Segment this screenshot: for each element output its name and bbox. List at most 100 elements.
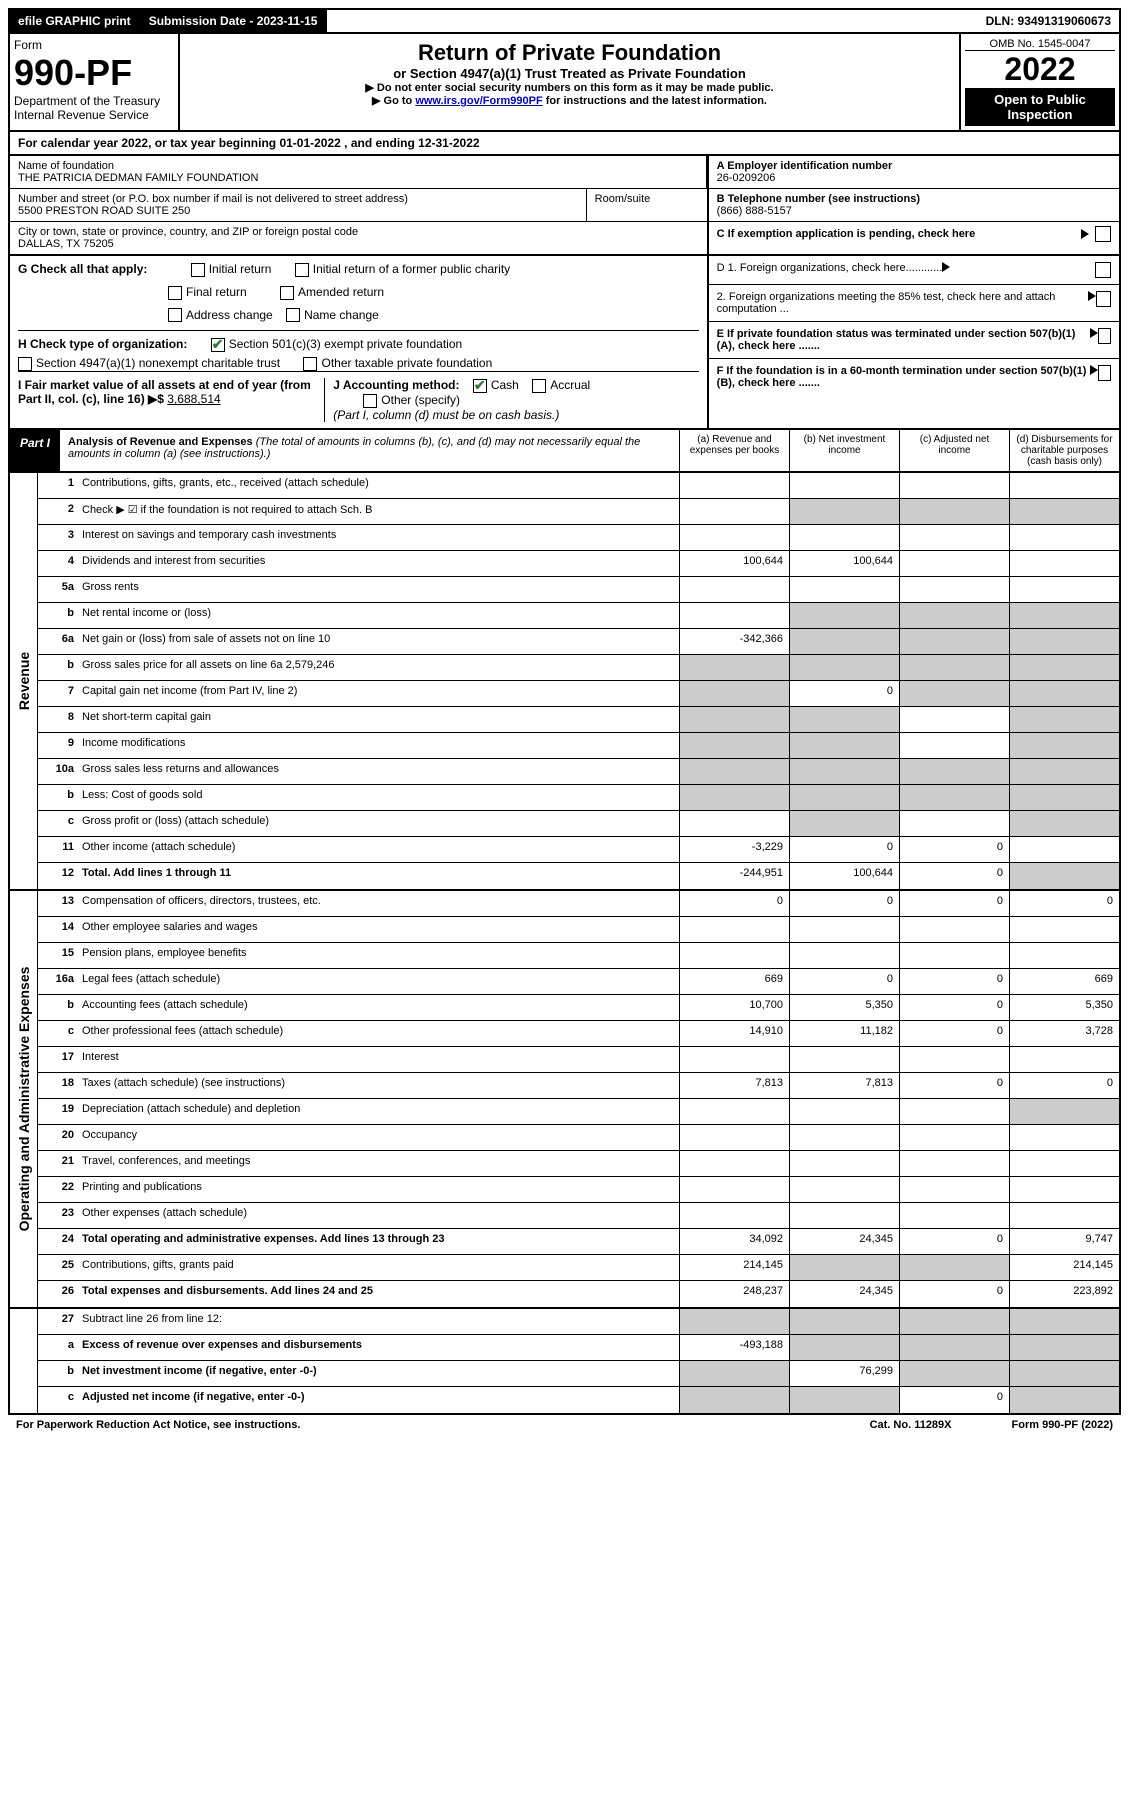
cb-cash[interactable] [473, 379, 487, 393]
f-checkbox[interactable] [1098, 365, 1111, 381]
note-ssn: ▶ Do not enter social security numbers o… [186, 81, 953, 94]
col-a-value: 248,237 [679, 1281, 789, 1307]
col-b-value [789, 1125, 899, 1150]
line-label: Dividends and interest from securities [78, 551, 679, 576]
col-d-value: 0 [1009, 891, 1119, 916]
cb-addrchg[interactable] [168, 308, 182, 322]
col-c-value [899, 707, 1009, 732]
line-label: Other income (attach schedule) [78, 837, 679, 862]
col-b: (b) Net investment income [789, 430, 899, 471]
city-label: City or town, state or province, country… [18, 226, 699, 238]
col-d-value [1009, 917, 1119, 942]
col-c-value: 0 [899, 1387, 1009, 1413]
col-c-value [899, 655, 1009, 680]
col-c: (c) Adjusted net income [899, 430, 1009, 471]
col-a-value [679, 1361, 789, 1386]
d1-label: D 1. Foreign organizations, check here..… [717, 262, 943, 278]
col-d-value [1009, 473, 1119, 498]
expenses-section: Operating and Administrative Expenses 13… [8, 891, 1121, 1309]
table-row: 4Dividends and interest from securities1… [38, 551, 1119, 577]
table-row: 23Other expenses (attach schedule) [38, 1203, 1119, 1229]
col-d-value [1009, 499, 1119, 524]
g-label: G Check all that apply: [18, 262, 147, 276]
d1-checkbox[interactable] [1095, 262, 1111, 278]
line-label: Depreciation (attach schedule) and deple… [78, 1099, 679, 1124]
line-label: Net investment income (if negative, ente… [78, 1361, 679, 1386]
col-c-value: 0 [899, 1073, 1009, 1098]
table-row: 14Other employee salaries and wages [38, 917, 1119, 943]
cb-4947[interactable] [18, 357, 32, 371]
form-url-link[interactable]: www.irs.gov/Form990PF [415, 95, 542, 107]
arrow-icon [942, 262, 950, 272]
line-label: Total. Add lines 1 through 11 [78, 863, 679, 889]
col-b-value [789, 917, 899, 942]
col-a-value [679, 785, 789, 810]
line-number: 13 [38, 891, 78, 916]
foundation-addr: 5500 PRESTON ROAD SUITE 250 [18, 205, 578, 217]
col-d-value: 3,728 [1009, 1021, 1119, 1046]
col-b-value [789, 473, 899, 498]
table-row: aExcess of revenue over expenses and dis… [38, 1335, 1119, 1361]
cb-501c3[interactable] [211, 338, 225, 352]
line-number: 12 [38, 863, 78, 889]
col-c-value [899, 811, 1009, 836]
col-d-value: 9,747 [1009, 1229, 1119, 1254]
line-number: c [38, 1021, 78, 1046]
col-c-value [899, 733, 1009, 758]
line-number: 18 [38, 1073, 78, 1098]
line-label: Interest on savings and temporary cash i… [78, 525, 679, 550]
table-row: 2Check ▶ ☑ if the foundation is not requ… [38, 499, 1119, 525]
cb-accrual[interactable] [532, 379, 546, 393]
col-a-value: -244,951 [679, 863, 789, 889]
line-number: 22 [38, 1177, 78, 1202]
table-row: bNet investment income (if negative, ent… [38, 1361, 1119, 1387]
line-number: 3 [38, 525, 78, 550]
col-b-value [789, 603, 899, 628]
cb-namechg[interactable] [286, 308, 300, 322]
e-checkbox[interactable] [1098, 328, 1111, 344]
col-a-value [679, 1203, 789, 1228]
col-a-value: -342,366 [679, 629, 789, 654]
cb-final[interactable] [168, 286, 182, 300]
col-c-value: 0 [899, 837, 1009, 862]
c-checkbox[interactable] [1095, 226, 1111, 242]
line-number: b [38, 995, 78, 1020]
cb-other-method[interactable] [363, 394, 377, 408]
col-a-value [679, 473, 789, 498]
cb-other-tax[interactable] [303, 357, 317, 371]
line-label: Other professional fees (attach schedule… [78, 1021, 679, 1046]
table-row: bAccounting fees (attach schedule)10,700… [38, 995, 1119, 1021]
line-label: Taxes (attach schedule) (see instruction… [78, 1073, 679, 1098]
col-a-value: 214,145 [679, 1255, 789, 1280]
line-label: Legal fees (attach schedule) [78, 969, 679, 994]
cb-amended[interactable] [280, 286, 294, 300]
line-number: 8 [38, 707, 78, 732]
col-b-value: 0 [789, 837, 899, 862]
col-c-value [899, 499, 1009, 524]
col-b-value [789, 1047, 899, 1072]
cb-initial-former[interactable] [295, 263, 309, 277]
col-b-value [789, 707, 899, 732]
col-c-value [899, 1177, 1009, 1202]
table-row: 1Contributions, gifts, grants, etc., rec… [38, 473, 1119, 499]
col-c-value [899, 1309, 1009, 1334]
d2-checkbox[interactable] [1096, 291, 1111, 307]
col-b-value [789, 1151, 899, 1176]
line-number: 15 [38, 943, 78, 968]
col-c-value [899, 1125, 1009, 1150]
line-label: Contributions, gifts, grants, etc., rece… [78, 473, 679, 498]
table-row: 19Depreciation (attach schedule) and dep… [38, 1099, 1119, 1125]
cb-initial[interactable] [191, 263, 205, 277]
line-label: Interest [78, 1047, 679, 1072]
col-c-value [899, 1255, 1009, 1280]
line-number: 14 [38, 917, 78, 942]
col-d-value [1009, 733, 1119, 758]
line-label: Excess of revenue over expenses and disb… [78, 1335, 679, 1360]
col-d-value [1009, 943, 1119, 968]
omb: OMB No. 1545-0047 [965, 38, 1115, 51]
inspection-badge: Open to Public Inspection [965, 88, 1115, 126]
line-number: 4 [38, 551, 78, 576]
expenses-label: Operating and Administrative Expenses [10, 891, 38, 1307]
line-label: Capital gain net income (from Part IV, l… [78, 681, 679, 706]
line-number: 19 [38, 1099, 78, 1124]
